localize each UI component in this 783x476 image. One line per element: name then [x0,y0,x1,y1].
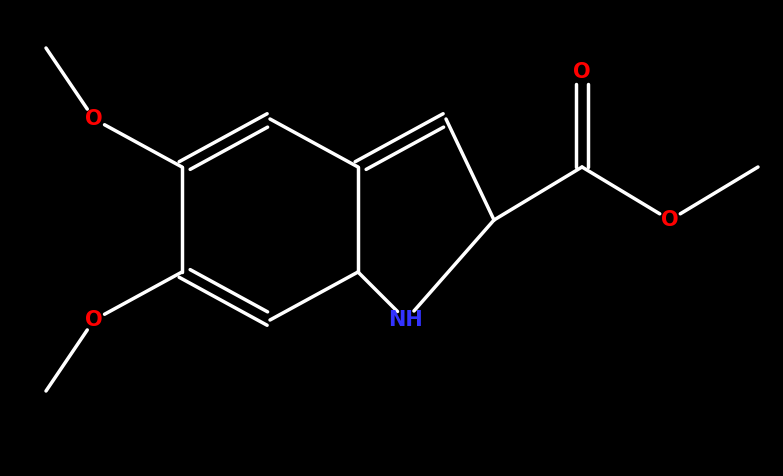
Text: O: O [573,62,591,82]
Text: O: O [661,210,679,230]
Text: NH: NH [388,310,424,330]
Text: O: O [85,310,103,330]
Text: O: O [85,109,103,129]
